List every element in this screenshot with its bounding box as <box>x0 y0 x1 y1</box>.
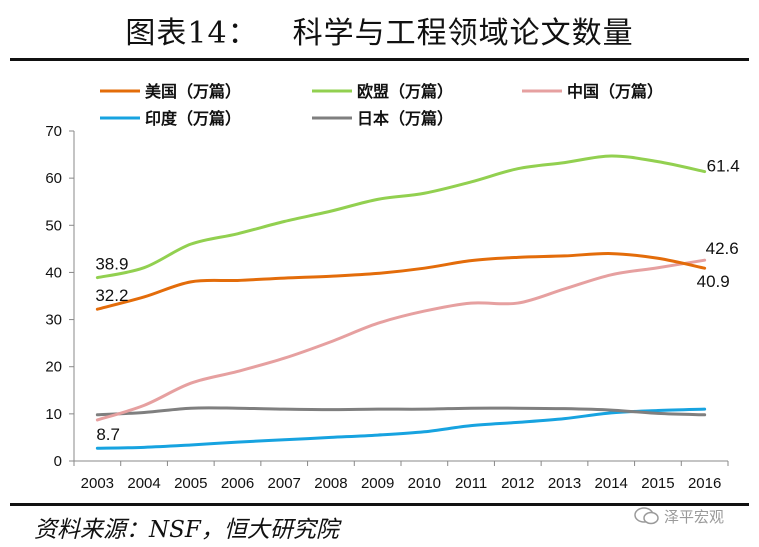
x-tick-label: 2005 <box>174 475 207 492</box>
bottom-rule <box>10 503 749 506</box>
x-tick-label: 2003 <box>81 475 114 492</box>
series-line <box>95 258 707 422</box>
chart-annotations: 38.9 32.2 8.7 61.4 42.6 40.9 <box>95 157 739 444</box>
legend-label: 欧盟（万篇） <box>357 82 453 101</box>
series-line <box>95 407 707 450</box>
watermark-text: 泽平宏观 <box>664 507 725 526</box>
y-tick-label: 50 <box>45 217 62 234</box>
legend-label: 印度（万篇） <box>145 109 241 128</box>
data-label: 61.4 <box>707 157 740 176</box>
chart-series <box>95 154 707 450</box>
legend-label: 美国（万篇） <box>145 82 241 101</box>
wechat-icon <box>634 507 659 525</box>
data-label: 42.6 <box>706 239 739 258</box>
figure-number: 图表14： <box>125 16 259 51</box>
x-tick-label: 2012 <box>501 475 534 492</box>
data-label: 38.9 <box>95 255 128 274</box>
chart-title: 图表14： 科学与工程领域论文数量 <box>0 2 759 58</box>
x-tick-label: 2004 <box>127 475 160 492</box>
series-line <box>95 252 707 311</box>
chart-legend: 美国（万篇） 欧盟（万篇） 中国（万篇） 印度（万篇） 日本（万篇） <box>100 82 663 128</box>
x-tick-label: 2010 <box>408 475 441 492</box>
y-tick-label: 0 <box>54 453 62 470</box>
chart-axes: 0 10 20 30 40 50 60 70 2003 2004 2005 2006 2007 2008 2… <box>45 123 729 492</box>
top-rule <box>10 58 749 61</box>
x-tick-label: 2016 <box>688 475 721 492</box>
y-tick-label: 20 <box>45 359 62 376</box>
x-tick-label: 2007 <box>268 475 301 492</box>
figure-title: 科学与工程领域论文数量 <box>292 16 634 51</box>
y-tick-label: 30 <box>45 312 62 329</box>
x-tick-label: 2009 <box>361 475 394 492</box>
data-label: 8.7 <box>96 425 120 444</box>
x-tick-label: 2006 <box>221 475 254 492</box>
x-tick-label: 2008 <box>314 475 347 492</box>
x-tick-label: 2014 <box>595 475 628 492</box>
watermark: 泽平宏观 <box>634 505 724 527</box>
y-tick-label: 40 <box>45 264 62 281</box>
y-tick-label: 60 <box>45 170 62 187</box>
legend-label: 中国（万篇） <box>567 82 663 101</box>
y-tick-label: 10 <box>45 406 62 423</box>
data-label: 40.9 <box>697 272 730 291</box>
y-tick-label: 70 <box>45 123 62 140</box>
x-tick-label: 2013 <box>548 475 581 492</box>
legend-label: 日本（万篇） <box>357 109 453 128</box>
series-line <box>95 154 707 280</box>
x-tick-label: 2011 <box>455 475 487 492</box>
x-tick-label: 2015 <box>641 475 674 492</box>
source-note: 资料来源：NSF，恒大研究院 <box>34 517 339 543</box>
data-label: 32.2 <box>95 286 128 305</box>
series-line <box>95 406 707 417</box>
